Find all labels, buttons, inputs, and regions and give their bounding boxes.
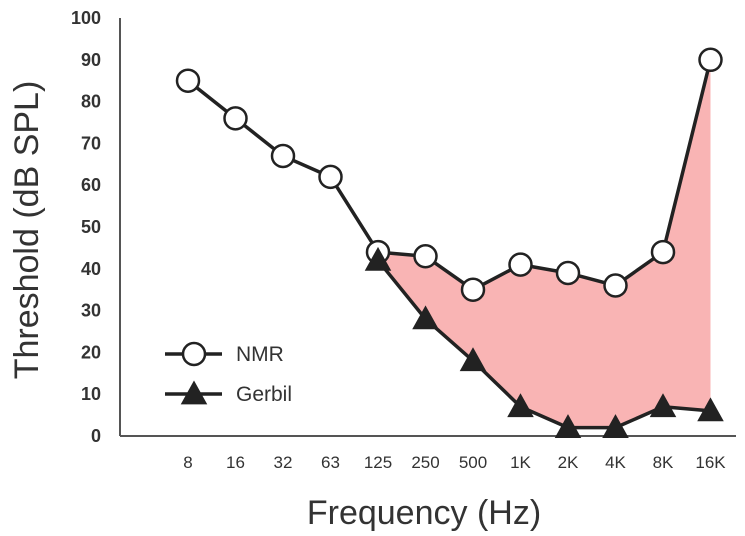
y-tick-label: 40	[81, 259, 101, 279]
legend-marker-nmr	[181, 341, 207, 367]
y-tick-label: 100	[71, 8, 101, 28]
data-point-gerbil	[364, 246, 392, 271]
x-tick-labels: 8 16 32 63 125 250 500 1K 2K 4K 8K 16K	[183, 453, 726, 472]
y-tick-label: 80	[81, 92, 101, 112]
series-line-nmr	[186, 59, 713, 292]
data-point-gerbil	[459, 347, 487, 372]
legend-item-nmr: NMR	[165, 341, 284, 367]
x-tick-label: 500	[459, 453, 487, 472]
y-axis-title: Threshold (dB SPL)	[8, 81, 46, 380]
data-point-nmr	[460, 277, 486, 302]
y-tick-label: 60	[81, 175, 101, 195]
legend: NMR Gerbil	[165, 341, 292, 406]
data-point-gerbil	[697, 397, 724, 422]
data-point-nmr	[175, 68, 201, 93]
legend-label-gerbil: Gerbil	[236, 383, 292, 406]
x-tick-label: 63	[321, 453, 340, 472]
x-axis-title: Frequency (Hz)	[307, 494, 541, 532]
x-tick-label: 4K	[605, 453, 626, 472]
x-tick-label: 16K	[695, 453, 726, 472]
x-tick-label: 1K	[510, 453, 531, 472]
data-point-gerbil	[649, 393, 677, 418]
difference-shaded-area	[378, 59, 711, 428]
x-tick-label: 16	[226, 453, 245, 472]
data-point-gerbil	[602, 414, 629, 438]
legend-marker-gerbil	[180, 380, 208, 405]
legend-label-nmr: NMR	[236, 343, 284, 366]
data-point-gerbil	[554, 414, 582, 438]
data-point-nmr	[223, 106, 248, 131]
y-tick-label: 10	[81, 384, 101, 404]
data-point-gerbil	[507, 393, 534, 418]
x-tick-label: 8K	[653, 453, 674, 472]
y-tick-label: 0	[91, 426, 101, 446]
y-tick-label: 70	[81, 133, 101, 153]
data-point-nmr	[650, 239, 676, 265]
legend-item-gerbil: Gerbil	[165, 380, 292, 406]
x-tick-label: 8	[183, 453, 192, 472]
data-point-nmr	[508, 252, 533, 277]
y-tick-label: 90	[81, 50, 101, 70]
y-tick-label: 50	[81, 217, 101, 237]
x-tick-label: 32	[274, 453, 293, 472]
data-point-nmr	[270, 143, 296, 169]
x-tick-label: 2K	[558, 453, 579, 472]
y-tick-label: 30	[81, 301, 101, 321]
data-point-nmr	[555, 260, 581, 286]
data-point-nmr	[318, 164, 343, 190]
data-point-nmr	[603, 273, 628, 298]
data-point-nmr	[698, 47, 723, 73]
y-tick-label: 20	[81, 342, 101, 362]
data-point-nmr	[413, 244, 438, 269]
y-tick-labels: 0 10 20 30 40 50 60 70 80 90 100	[71, 8, 101, 446]
x-tick-label: 250	[411, 453, 439, 472]
x-tick-label: 125	[364, 453, 392, 472]
series-gerbil	[364, 246, 724, 438]
data-point-gerbil	[412, 305, 439, 330]
series-nmr	[175, 47, 723, 302]
series-layer	[175, 47, 724, 438]
